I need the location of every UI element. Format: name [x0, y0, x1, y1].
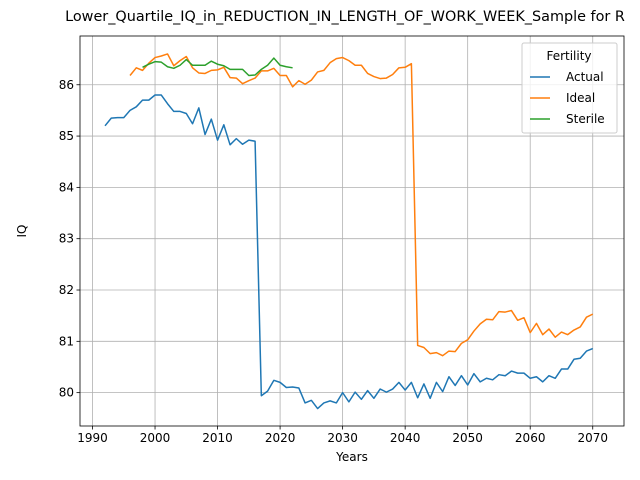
y-tick-label: 83 — [59, 232, 74, 246]
y-tick-label: 86 — [59, 78, 74, 92]
x-tick-label: 1990 — [77, 431, 108, 445]
x-tick-label: 2030 — [327, 431, 358, 445]
chart-title: Lower_Quartile_IQ_in_REDUCTION_IN_LENGTH… — [65, 9, 625, 25]
legend-label-ideal: Ideal — [566, 91, 595, 105]
series-line-actual — [104, 94, 594, 410]
legend-label-sterile: Sterile — [566, 112, 605, 126]
legend: Fertility Actual Ideal Sterile — [521, 42, 618, 134]
legend-items: Actual Ideal Sterile — [530, 70, 605, 126]
x-axis-label: Years — [335, 450, 368, 464]
x-tick-label: 2040 — [390, 431, 421, 445]
x-tick-label: 2020 — [265, 431, 296, 445]
y-tick-label: 84 — [59, 180, 74, 194]
plot-frame — [79, 35, 625, 427]
y-axis-label: IQ — [15, 225, 29, 238]
x-tick-label: 2060 — [515, 431, 546, 445]
series-lines — [104, 53, 594, 410]
x-tick-label: 2050 — [452, 431, 483, 445]
axis-ticks: 1990 2000 2010 2020 2030 2040 2050 2060 2070 80 81… — [59, 78, 608, 445]
y-tick-label: 81 — [59, 334, 74, 348]
y-tick-label: 80 — [59, 386, 74, 400]
legend-box — [521, 42, 618, 134]
series-line-ideal — [129, 53, 594, 357]
y-tick-label: 85 — [59, 129, 74, 143]
series-line-sterile — [142, 57, 293, 77]
legend-label-actual: Actual — [566, 70, 604, 84]
x-tick-label: 2000 — [140, 431, 171, 445]
x-tick-label: 2070 — [577, 431, 608, 445]
legend-title: Fertility — [546, 49, 591, 63]
x-tick-label: 2010 — [202, 431, 233, 445]
y-tick-label: 82 — [59, 283, 74, 297]
